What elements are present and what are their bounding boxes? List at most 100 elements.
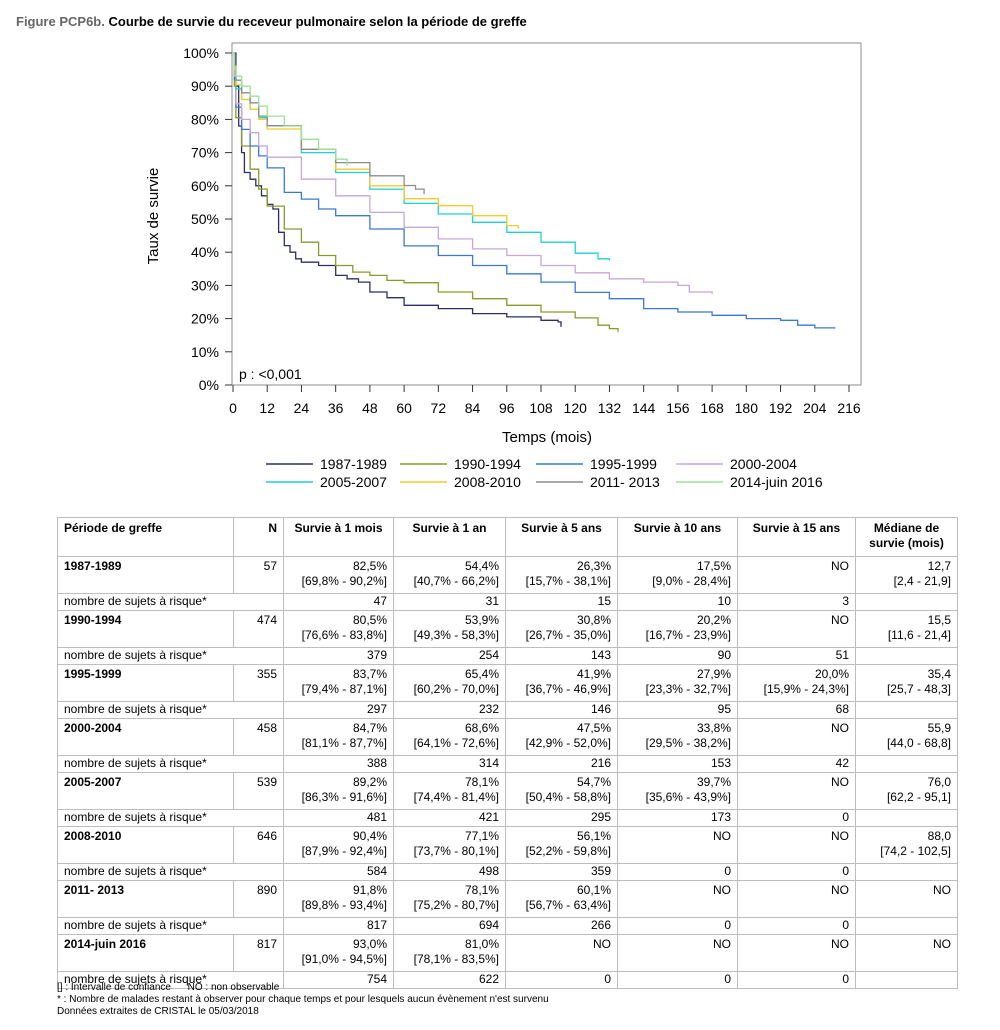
legend-label: 2005-2007 — [320, 474, 387, 490]
survival-chart: 0 12 24 36 48 60 72 84 96 108 120 132 144 156 168 180 19… — [145, 42, 862, 490]
table-header-cell: Survie à 5 ans — [505, 517, 618, 557]
survival-table: Période de greffe N Survie à 1 mois Survie … — [57, 517, 958, 989]
survival-cell: NO — [855, 934, 958, 972]
survival-cell: 89,2% [86,3% - 91,6%] — [283, 772, 394, 810]
risk-row: nombre de sujets à risque* 388 314 216 153 42 — [57, 755, 958, 773]
footnote-source: Données extraites de CRISTAL le 05/03/20… — [57, 1006, 259, 1017]
risk-count-cell: 31 — [393, 593, 506, 611]
survival-cell: 39,7% [35,6% - 43,9%] — [617, 772, 738, 810]
x-tick-label: 180 — [735, 400, 759, 416]
risk-count-cell: 297 — [283, 701, 394, 719]
risk-label-cell: nombre de sujets à risque* — [57, 593, 284, 611]
series-line-1995-1999 — [233, 52, 836, 329]
footnote-legend: [] : Intervalle de confiance NO : non ob… — [57, 982, 280, 993]
risk-count-cell: 817 — [283, 917, 394, 935]
n-cell: 458 — [233, 718, 284, 756]
risk-count-cell: 15 — [505, 593, 618, 611]
series-line-1990-1994 — [233, 52, 619, 332]
risk-count-cell: 622 — [393, 971, 506, 989]
risk-count-cell: 143 — [505, 647, 618, 665]
y-tick-label: 40% — [191, 244, 219, 260]
x-tick-label: 36 — [328, 400, 344, 416]
risk-row: nombre de sujets à risque* 297 232 146 95 68 — [57, 701, 958, 719]
legend: 1987-1989 1990-1994 1995-1999 2000-2004 2005… — [266, 456, 823, 490]
risk-count-cell — [855, 809, 958, 827]
table-row: 2008-2010 646 90,4% [87,9% - 92,4%] 77,1% [73… — [57, 826, 958, 864]
risk-count-cell: 68 — [737, 701, 856, 719]
footnotes: [] : Intervalle de confiance NO : non ob… — [57, 982, 549, 1018]
risk-row: nombre de sujets à risque* 47 31 15 10 3 — [57, 593, 958, 611]
table-row: 2011- 2013 890 91,8% [89,8% - 93,4%] 78,1% [7… — [57, 880, 958, 918]
risk-count-cell — [855, 701, 958, 719]
risk-count-cell: 42 — [737, 755, 856, 773]
y-tick-label: 20% — [191, 311, 219, 327]
risk-count-cell: 3 — [737, 593, 856, 611]
x-tick-label: 156 — [666, 400, 690, 416]
risk-count-cell: 694 — [393, 917, 506, 935]
survival-cell: 20,0% [15,9% - 24,3%] — [737, 664, 856, 702]
table-header-cell: N — [233, 517, 284, 557]
x-tick-label: 216 — [837, 400, 861, 416]
survival-cell: 77,1% [73,7% - 80,1%] — [393, 826, 506, 864]
period-cell: 1990-1994 — [57, 610, 234, 648]
risk-count-cell: 216 — [505, 755, 618, 773]
plot-frame — [231, 42, 862, 386]
figure-title-text: Courbe de survie du receveur pulmonaire … — [108, 14, 527, 29]
legend-label: 1995-1999 — [590, 456, 657, 472]
x-tick-label: 24 — [294, 400, 310, 416]
period-cell: 2008-2010 — [57, 826, 234, 864]
risk-label-cell: nombre de sujets à risque* — [57, 971, 284, 989]
survival-cell: 17,5% [9,0% - 28,4%] — [617, 556, 738, 594]
table-header-cell: Survie à 1 an — [393, 517, 506, 557]
risk-count-cell: 0 — [617, 917, 738, 935]
survival-cell: NO — [737, 826, 856, 864]
x-tick-label: 96 — [499, 400, 515, 416]
survival-cell: 26,3% [15,7% - 38,1%] — [505, 556, 618, 594]
survival-cell: 88,0 [74,2 - 102,5] — [855, 826, 958, 864]
survival-cell: NO — [505, 934, 618, 972]
survival-cell: 33,8% [29,5% - 38,2%] — [617, 718, 738, 756]
survival-cell: 65,4% [60,2% - 70,0%] — [393, 664, 506, 702]
survival-cell: 41,9% [36,7% - 46,9%] — [505, 664, 618, 702]
survival-curves — [233, 52, 836, 332]
risk-count-cell: 584 — [283, 863, 394, 881]
x-tick-label: 120 — [564, 400, 588, 416]
n-cell: 57 — [233, 556, 284, 594]
survival-cell: NO — [737, 772, 856, 810]
period-cell: 2014-juin 2016 — [57, 934, 234, 972]
risk-count-cell: 481 — [283, 809, 394, 827]
x-tick-label: 204 — [803, 400, 827, 416]
risk-count-cell — [855, 971, 958, 989]
risk-count-cell: 146 — [505, 701, 618, 719]
series-line-2008-2010 — [233, 52, 519, 229]
risk-count-cell: 388 — [283, 755, 394, 773]
figure-label: Figure PCP6b. — [16, 14, 105, 29]
table-header-cell: Période de greffe — [57, 517, 234, 557]
risk-count-cell: 95 — [617, 701, 738, 719]
survival-cell: 78,1% [74,4% - 81,4%] — [393, 772, 506, 810]
period-cell: 1987-1989 — [57, 556, 234, 594]
y-tick-label: 0% — [199, 377, 219, 393]
survival-cell: 93,0% [91,0% - 94,5%] — [283, 934, 394, 972]
n-cell: 539 — [233, 772, 284, 810]
risk-row: nombre de sujets à risque* 379 254 143 90 51 — [57, 647, 958, 665]
legend-label: 2008-2010 — [454, 474, 521, 490]
survival-cell: 90,4% [87,9% - 92,4%] — [283, 826, 394, 864]
survival-cell: NO — [737, 718, 856, 756]
survival-cell: 76,0 [62,2 - 95,1] — [855, 772, 958, 810]
legend-label: 1990-1994 — [454, 456, 521, 472]
risk-count-cell: 0 — [737, 809, 856, 827]
y-tick-label: 70% — [191, 145, 219, 161]
survival-cell: NO — [855, 880, 958, 918]
survival-cell: 15,5 [11,6 - 21,4] — [855, 610, 958, 648]
risk-count-cell: 498 — [393, 863, 506, 881]
n-cell: 890 — [233, 880, 284, 918]
risk-count-cell: 295 — [505, 809, 618, 827]
risk-label-cell: nombre de sujets à risque* — [57, 755, 284, 773]
risk-count-cell: 173 — [617, 809, 738, 827]
risk-count-cell — [855, 755, 958, 773]
table-row: 2000-2004 458 84,7% [81,1% - 87,7%] 68,6% [64… — [57, 718, 958, 756]
survival-cell: 55,9 [44,0 - 68,8] — [855, 718, 958, 756]
y-tick-label: 80% — [191, 111, 219, 127]
y-tick-label: 60% — [191, 178, 219, 194]
